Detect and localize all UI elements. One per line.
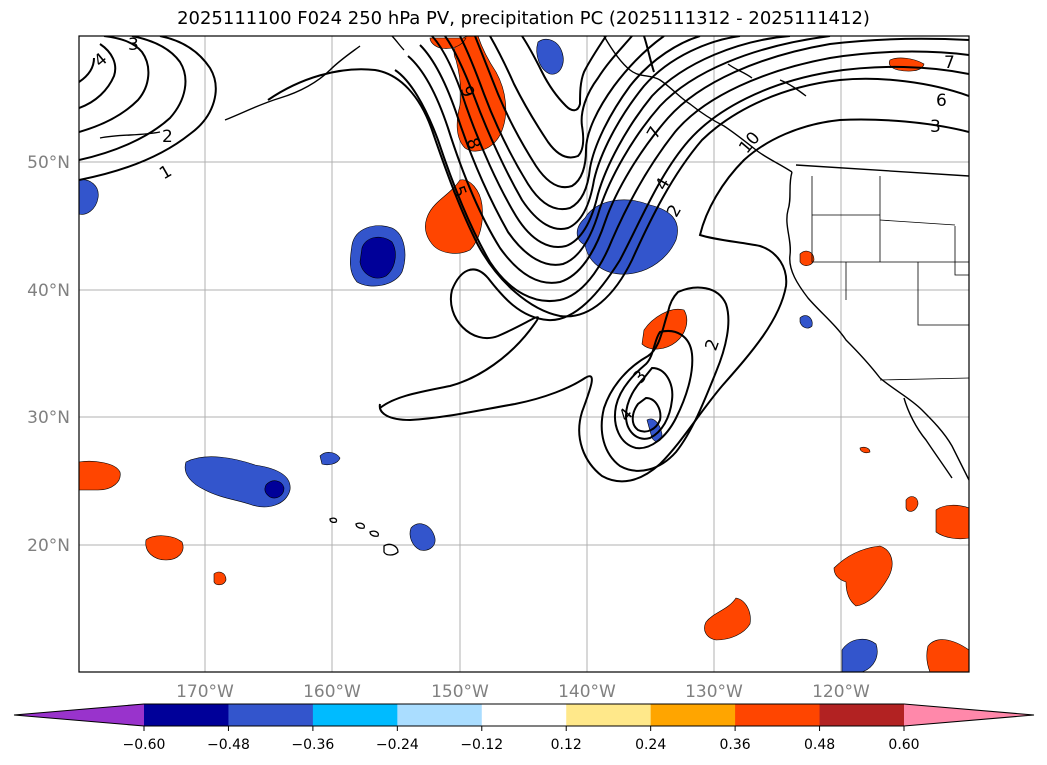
colorbar-swatch (481, 704, 567, 726)
colorbar: −0.60 −0.48 −0.36 −0.24 −0.12 0.12 0.24 0.36 0.4… (13, 703, 1035, 753)
colorbar-tick-label: −0.36 (291, 737, 334, 753)
map-background (79, 36, 969, 672)
precip-shading (79, 36, 969, 672)
lon-label: 140°W (558, 682, 616, 702)
colorbar-swatch (397, 704, 483, 726)
coastlines (99, 36, 969, 481)
colorbar-tick-label: 0.36 (720, 737, 751, 753)
precip-positive-area (79, 461, 121, 491)
precip-positive-area (833, 545, 893, 607)
precip-negative-area (79, 179, 99, 215)
precip-positive-area (859, 446, 871, 454)
map-border (78, 35, 970, 673)
lon-label: 170°W (176, 682, 234, 702)
state-borders (811, 176, 969, 381)
colorbar-swatch (144, 704, 229, 726)
precip-strong-negative-area (359, 236, 396, 279)
gridlines (79, 36, 969, 672)
lon-label: 160°W (303, 682, 361, 702)
colorbar-swatch (819, 704, 905, 726)
lat-label: 50°N (27, 153, 70, 173)
colorbar-swatch (228, 704, 314, 726)
precip-negative-area (841, 638, 878, 672)
colorbar-tick-label: 0.48 (804, 737, 835, 753)
colorbar-tick-label: −0.48 (207, 737, 250, 753)
colorbar-tick-label: 0.12 (551, 737, 582, 753)
precip-negative-area (409, 523, 436, 551)
lon-label: 130°W (685, 682, 743, 702)
precip-positive-area (905, 496, 919, 512)
lon-label: 150°W (431, 682, 489, 702)
precip-negative-area (184, 456, 291, 508)
precip-negative-area (799, 315, 813, 329)
colorbar-swatch (312, 704, 398, 726)
lat-label: 20°N (27, 536, 70, 556)
precip-positive-area (453, 36, 507, 152)
precip-positive-area (926, 639, 969, 672)
contour-label: 3 (128, 35, 139, 55)
precip-positive-area (935, 504, 969, 540)
precip-positive-area (145, 535, 184, 561)
colorbar-tick-label: −0.24 (376, 737, 419, 753)
colorbar-swatch (650, 704, 736, 726)
precip-positive-area (704, 597, 751, 641)
colorbar-tick-label: −0.12 (460, 737, 503, 753)
colorbar-swatch (735, 704, 821, 726)
hawaiian-islands (329, 517, 399, 556)
precip-negative-area (536, 39, 564, 75)
precip-strong-negative-area (264, 480, 285, 499)
colorbar-extend-high (904, 704, 1034, 726)
contour-label: 2 (162, 127, 173, 147)
colorbar-tick-label: 0.60 (888, 737, 919, 753)
contour-label: 6 (936, 91, 947, 111)
latitude-labels: 50°N 40°N 30°N 20°N (27, 153, 70, 556)
lat-label: 30°N (27, 408, 70, 428)
colorbar-tick-label: 0.24 (635, 737, 666, 753)
colorbar-extend-low (14, 704, 144, 726)
lat-label: 40°N (27, 281, 70, 301)
longitude-labels: 170°W 160°W 150°W 140°W 130°W 120°W (176, 682, 870, 702)
contour-label: 3 (930, 117, 941, 137)
lon-label: 120°W (812, 682, 870, 702)
precip-positive-area (799, 250, 815, 266)
precip-negative-area (319, 452, 341, 466)
pv-contours (79, 36, 969, 483)
map-title: 2025111100 F024 250 hPa PV, precipitatio… (177, 8, 870, 29)
precip-positive-area (425, 179, 483, 254)
colorbar-tick-label: −0.60 (123, 737, 166, 753)
contour-label: 7 (944, 53, 955, 73)
colorbar-swatch (566, 704, 652, 726)
precip-positive-area (213, 571, 227, 586)
